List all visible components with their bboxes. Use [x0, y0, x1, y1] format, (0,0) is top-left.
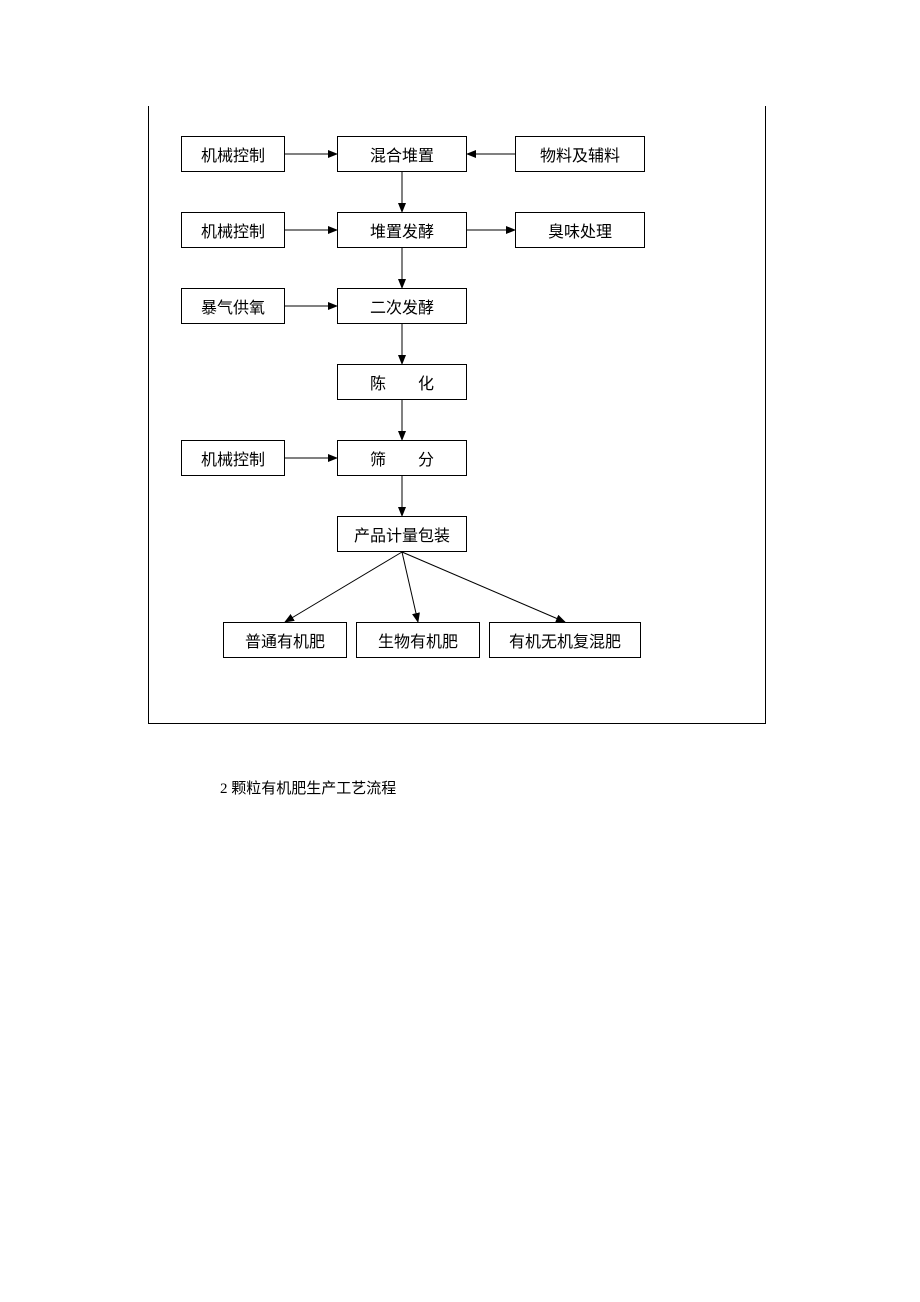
flowchart-node-r7_c: 有机无机复混肥 [489, 622, 641, 658]
flowchart-node-r3_center: 二次发酵 [337, 288, 467, 324]
flowchart-node-r2_left: 机械控制 [181, 212, 285, 248]
flowchart-node-r2_right: 臭味处理 [515, 212, 645, 248]
flowchart-node-r2_center: 堆置发酵 [337, 212, 467, 248]
flowchart-container: 机械控制混合堆置物料及辅料机械控制堆置发酵臭味处理暴气供氧二次发酵陈 化机械控制… [148, 106, 766, 724]
flowchart-node-r7_b: 生物有机肥 [356, 622, 480, 658]
diagram-caption: 2 颗粒有机肥生产工艺流程 [220, 777, 396, 798]
flowchart-node-r5_center: 筛 分 [337, 440, 467, 476]
flowchart-node-r6_center: 产品计量包装 [337, 516, 467, 552]
flowchart-node-r5_left: 机械控制 [181, 440, 285, 476]
flowchart-node-r4_center: 陈 化 [337, 364, 467, 400]
flowchart-node-r1_left: 机械控制 [181, 136, 285, 172]
flowchart-node-r7_a: 普通有机肥 [223, 622, 347, 658]
flowchart-node-r3_left: 暴气供氧 [181, 288, 285, 324]
flowchart-node-r1_right: 物料及辅料 [515, 136, 645, 172]
flowchart-node-r1_center: 混合堆置 [337, 136, 467, 172]
